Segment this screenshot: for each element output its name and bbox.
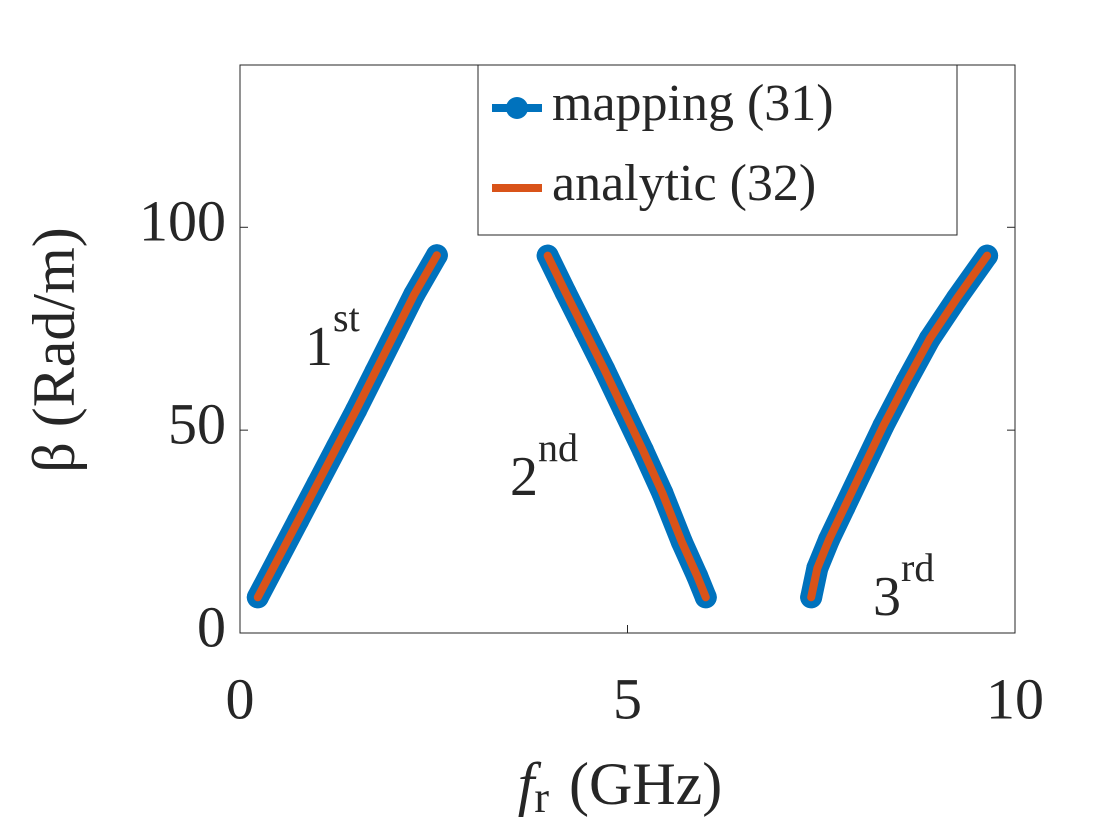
x-tick-label: 5 [613,666,642,731]
legend-box [477,64,958,236]
x-axis-label: fr (GHz) [518,751,723,822]
y-tick-label: 100 [139,189,226,254]
annotation: 2nd [510,425,578,508]
annotation: 3rd [873,545,934,628]
x-label-sub: r [534,773,549,822]
annotation-text: 3 [873,566,901,628]
legend-label: analytic (32) [552,155,816,212]
series-line [253,251,992,602]
annotation: 1st [305,295,360,378]
annotation-sup: nd [538,425,578,470]
legend-marker [506,97,528,119]
annotation-text: 1 [305,316,333,378]
annotation-text: 2 [510,446,538,508]
x-tick-label: 10 [986,666,1044,731]
x-label-unit: (GHz) [569,751,722,817]
annotation-sup: st [333,295,360,340]
annotation-sup: rd [901,545,934,590]
x-tick-label: 0 [226,666,255,731]
y-tick-label: 0 [197,594,226,659]
y-tick-label: 50 [168,391,226,456]
y-axis-label: β (Rad/m) [21,227,87,472]
legend-label: mapping (31) [552,75,834,132]
